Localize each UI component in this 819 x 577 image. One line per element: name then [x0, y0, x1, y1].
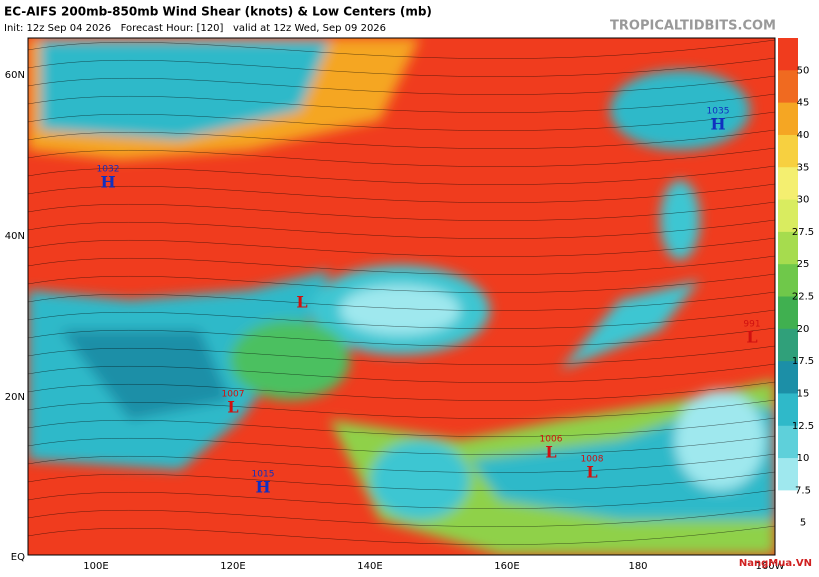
title: EC-AIFS 200mb-850mb Wind Shear (knots) &…: [4, 5, 432, 19]
streamline: [28, 453, 775, 473]
colorbar-label: 12.5: [792, 421, 814, 432]
subtitle: Init: 12z Sep 04 2026 Forecast Hour: [12…: [4, 23, 386, 34]
center-pressure: 1015: [252, 470, 275, 480]
center-pressure: 1032: [97, 165, 120, 175]
lon-label: 120E: [220, 561, 245, 572]
streamline: [28, 399, 775, 419]
colorbar-band: [778, 361, 798, 394]
streamline: [28, 201, 775, 221]
colorbar-label: 5: [800, 518, 806, 529]
colorbar-band: [778, 134, 798, 168]
streamline: [28, 309, 775, 329]
colorbar-label: 22.5: [792, 292, 814, 303]
source: TROPICALTIDBITS.COM: [610, 19, 776, 34]
colorbar-band: [778, 102, 798, 136]
colorbar-band: [778, 38, 798, 71]
colorbar-label: 7.5: [795, 485, 811, 496]
center-letter: L: [296, 293, 307, 312]
colorbar-band: [778, 425, 798, 459]
colorbar-label: 10: [797, 453, 810, 464]
colorbar-label: 17.5: [792, 356, 814, 367]
colorbar-label: 30: [797, 195, 810, 206]
lon-label: 140E: [357, 561, 382, 572]
colorbar-band: [778, 458, 798, 491]
streamline: [28, 525, 775, 545]
colorbar-label: 45: [797, 98, 810, 109]
streamline: [28, 129, 775, 149]
lat-label: 20N: [5, 392, 25, 403]
map-frame: [27, 37, 776, 556]
streamline: [28, 507, 775, 527]
center-pressure: 1008: [581, 455, 604, 465]
center-pressure: 1035: [707, 107, 730, 117]
streamline: [28, 147, 775, 167]
streamline: [28, 75, 775, 95]
streamline: [28, 291, 775, 311]
center-letter: L: [586, 463, 597, 482]
lat-label: EQ: [11, 552, 25, 563]
watermark: NangMua.VN: [739, 558, 812, 569]
colorbar-label: 27.5: [792, 227, 814, 238]
lon-label: 160W: [756, 561, 785, 572]
center-pressure: 991: [743, 320, 760, 330]
colorbar-label: 50: [797, 65, 810, 76]
colorbar-band: [778, 296, 798, 330]
colorbar-label: 20: [797, 324, 810, 335]
streamline: [28, 363, 775, 383]
center-letter: L: [746, 328, 757, 347]
colorbar-band: [778, 199, 798, 233]
center-pressure: 1006: [540, 435, 563, 445]
colorbar-label: 15: [797, 388, 810, 399]
streamline: [28, 93, 775, 113]
streamline: [28, 57, 775, 77]
colorbar-band: [778, 167, 798, 201]
center-letter: L: [227, 398, 238, 417]
streamline: [28, 471, 775, 491]
streamline: [28, 417, 775, 437]
streamline: [28, 489, 775, 509]
colorbar-band: [778, 393, 798, 427]
colorbar-band: [778, 70, 798, 104]
streamline: [28, 219, 775, 239]
center-pressure: 1007: [222, 390, 245, 400]
streamline: [28, 273, 775, 293]
colorbar-label: 25: [797, 259, 810, 270]
colorbar-label: 35: [797, 162, 810, 173]
lat-label: 40N: [5, 231, 25, 242]
colorbar-band: [778, 328, 798, 362]
streamline: [28, 381, 775, 401]
colorbar-band: [778, 231, 798, 265]
lon-label: 180: [628, 561, 647, 572]
streamline: [28, 183, 775, 203]
center-letter: H: [710, 115, 725, 134]
streamline: [28, 39, 775, 59]
shear-field: [28, 38, 775, 555]
streamline: [28, 345, 775, 365]
streamline: [28, 111, 775, 131]
streamline: [28, 165, 775, 185]
streamline: [28, 237, 775, 257]
center-letter: H: [255, 478, 270, 497]
streamline: [28, 435, 775, 455]
colorbar-band: [778, 264, 798, 297]
center-letter: L: [545, 443, 556, 462]
colorbar-label: 40: [797, 130, 810, 141]
lon-label: 100E: [83, 561, 108, 572]
colorbar-band: [778, 490, 798, 524]
lon-label: 160E: [494, 561, 519, 572]
center-letter: H: [100, 173, 115, 192]
lat-label: 60N: [5, 70, 25, 81]
streamline: [28, 255, 775, 275]
streamline: [28, 327, 775, 347]
